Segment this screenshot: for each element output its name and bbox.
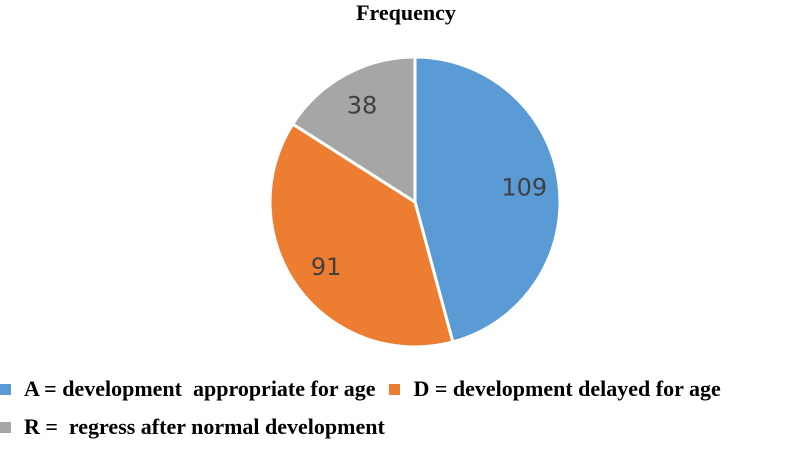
pie-slice-A bbox=[413, 55, 562, 344]
pie-value-label-R: 38 bbox=[347, 91, 378, 119]
pie-slice-R bbox=[291, 55, 417, 204]
legend-label-A: A = development appropriate for age bbox=[24, 376, 376, 401]
legend-item-R: R = regress after normal development bbox=[0, 414, 385, 440]
legend-item-A: A = development appropriate for age bbox=[0, 376, 375, 402]
pie-value-label-A: 109 bbox=[501, 173, 547, 201]
pie-chart: 109 91 38 bbox=[268, 55, 562, 349]
pie-value-label-D: 91 bbox=[311, 253, 342, 281]
legend-item-D: D = development delayed for age bbox=[389, 376, 721, 402]
pie-slice-D bbox=[268, 122, 455, 349]
legend-label-D: D = development delayed for age bbox=[413, 376, 721, 401]
legend: A = development appropriate for age D = d… bbox=[0, 376, 785, 440]
legend-swatch-R bbox=[0, 421, 11, 433]
legend-swatch-D bbox=[389, 383, 401, 395]
legend-swatch-A bbox=[0, 383, 11, 395]
chart-title: Frequency bbox=[356, 0, 456, 25]
legend-label-R: R = regress after normal development bbox=[24, 414, 385, 439]
